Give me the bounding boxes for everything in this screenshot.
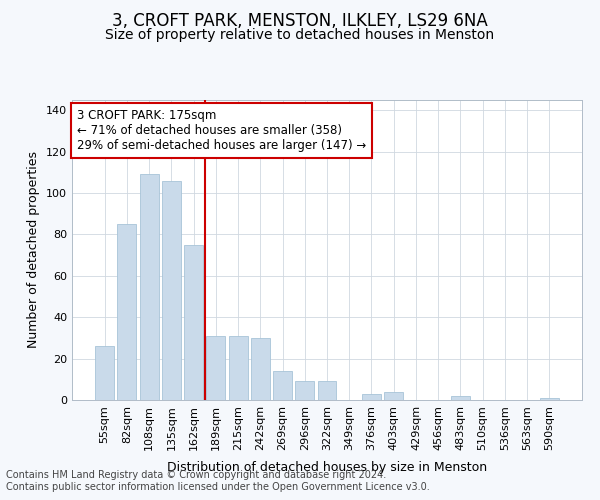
Bar — [451, 396, 470, 400]
Bar — [251, 338, 270, 400]
Text: Contains HM Land Registry data © Crown copyright and database right 2024.: Contains HM Land Registry data © Crown c… — [6, 470, 386, 480]
Bar — [118, 224, 136, 400]
Bar — [162, 180, 181, 400]
Text: Contains public sector information licensed under the Open Government Licence v3: Contains public sector information licen… — [6, 482, 430, 492]
Bar — [140, 174, 158, 400]
Bar — [295, 382, 314, 400]
Bar — [384, 392, 403, 400]
Bar — [206, 336, 225, 400]
Bar — [229, 336, 248, 400]
Bar — [362, 394, 381, 400]
Bar — [95, 346, 114, 400]
Text: 3 CROFT PARK: 175sqm
← 71% of detached houses are smaller (358)
29% of semi-deta: 3 CROFT PARK: 175sqm ← 71% of detached h… — [77, 109, 367, 152]
Text: Size of property relative to detached houses in Menston: Size of property relative to detached ho… — [106, 28, 494, 42]
Text: 3, CROFT PARK, MENSTON, ILKLEY, LS29 6NA: 3, CROFT PARK, MENSTON, ILKLEY, LS29 6NA — [112, 12, 488, 30]
X-axis label: Distribution of detached houses by size in Menston: Distribution of detached houses by size … — [167, 461, 487, 474]
Bar — [540, 398, 559, 400]
Y-axis label: Number of detached properties: Number of detached properties — [28, 152, 40, 348]
Bar — [184, 245, 203, 400]
Bar — [317, 382, 337, 400]
Bar — [273, 371, 292, 400]
